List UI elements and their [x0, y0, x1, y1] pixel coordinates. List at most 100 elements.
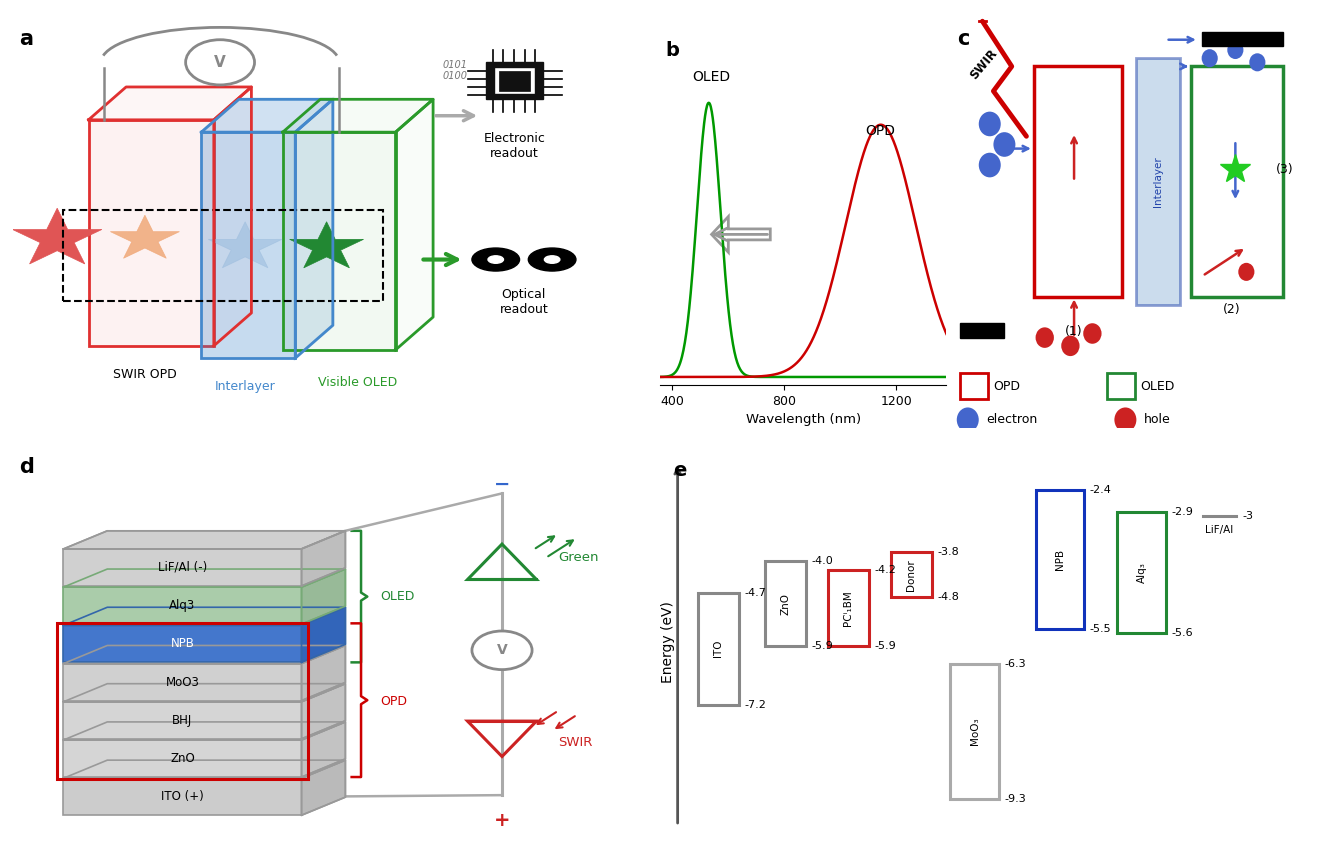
Circle shape [978, 152, 1001, 177]
Circle shape [185, 39, 255, 85]
Ellipse shape [528, 248, 576, 271]
Bar [499, 70, 531, 91]
Text: V: V [215, 55, 227, 70]
Ellipse shape [472, 248, 520, 271]
Text: -2.4: -2.4 [1090, 484, 1112, 495]
Text: OPD: OPD [380, 695, 407, 708]
Text: Interlayer: Interlayer [215, 380, 276, 394]
Polygon shape [208, 222, 283, 268]
Text: -6.3: -6.3 [1005, 659, 1026, 669]
Ellipse shape [544, 256, 560, 264]
Bar [890, 552, 932, 597]
Polygon shape [301, 531, 345, 586]
Circle shape [1084, 324, 1101, 344]
Text: -5.9: -5.9 [874, 641, 897, 651]
Polygon shape [64, 684, 345, 702]
Polygon shape [201, 132, 295, 358]
Text: Optical
readout: Optical readout [500, 288, 548, 317]
Text: d: d [20, 457, 35, 477]
Text: Interlayer: Interlayer [1153, 156, 1164, 207]
Text: BHJ: BHJ [172, 714, 192, 727]
Polygon shape [12, 208, 101, 264]
Text: OLED: OLED [380, 590, 415, 603]
Text: ZnO: ZnO [171, 752, 195, 765]
Text: a: a [20, 29, 33, 50]
Circle shape [993, 132, 1016, 157]
Bar [1192, 67, 1282, 296]
Polygon shape [301, 722, 345, 777]
Bar [487, 62, 543, 99]
Text: Donor: Donor [906, 559, 917, 591]
Text: -3.8: -3.8 [938, 547, 960, 557]
Text: −: − [493, 474, 511, 493]
Bar [493, 68, 536, 94]
Bar [64, 549, 301, 586]
Polygon shape [295, 99, 333, 358]
Text: e: e [673, 461, 686, 480]
Text: Green: Green [559, 551, 599, 564]
Text: SWIR: SWIR [559, 736, 593, 749]
Polygon shape [201, 99, 333, 132]
Polygon shape [301, 645, 345, 700]
Circle shape [1228, 41, 1244, 59]
Bar [64, 740, 301, 777]
Text: electron: electron [986, 413, 1037, 426]
Text: -4.7: -4.7 [745, 588, 766, 597]
Text: hole: hole [1144, 413, 1170, 426]
Circle shape [1249, 53, 1265, 71]
Polygon shape [301, 569, 345, 624]
Text: OPD: OPD [865, 124, 896, 139]
Bar [283, 132, 396, 350]
Polygon shape [64, 760, 345, 778]
Bar [1136, 58, 1181, 305]
Bar [64, 778, 301, 815]
Bar [950, 664, 998, 799]
Polygon shape [64, 722, 345, 740]
Text: ITO (+): ITO (+) [161, 790, 204, 803]
Bar [64, 663, 301, 700]
Text: -4.0: -4.0 [812, 556, 833, 567]
Bar [960, 372, 988, 399]
Polygon shape [111, 215, 180, 259]
Circle shape [1061, 336, 1080, 356]
Text: -7.2: -7.2 [745, 699, 766, 710]
Text: -4.8: -4.8 [938, 592, 960, 602]
Bar [1202, 32, 1282, 46]
Text: Energy (eV): Energy (eV) [661, 601, 674, 683]
Text: -5.5: -5.5 [1090, 623, 1112, 633]
Polygon shape [64, 531, 345, 549]
Text: -5.9: -5.9 [812, 641, 833, 651]
Text: -5.6: -5.6 [1172, 628, 1193, 638]
Bar [57, 623, 308, 779]
Text: (1): (1) [1065, 325, 1082, 338]
Circle shape [957, 407, 978, 432]
Bar [765, 562, 805, 646]
Text: ZnO: ZnO [780, 593, 790, 615]
Circle shape [1114, 407, 1136, 432]
Bar [64, 626, 301, 663]
Text: (2): (2) [1222, 303, 1241, 316]
Text: NPB: NPB [171, 638, 195, 651]
Text: Alq₃: Alq₃ [1137, 562, 1146, 583]
Polygon shape [301, 607, 345, 663]
Polygon shape [289, 222, 364, 268]
Bar [1106, 372, 1134, 399]
Polygon shape [64, 645, 345, 663]
Bar [283, 132, 396, 350]
Bar [960, 324, 1005, 337]
Text: V: V [497, 644, 508, 657]
Text: SWIR: SWIR [968, 46, 1000, 82]
Circle shape [1036, 327, 1054, 348]
Text: -3: -3 [1242, 511, 1253, 521]
Text: -2.9: -2.9 [1172, 507, 1193, 517]
Text: MoO3: MoO3 [165, 675, 200, 688]
Text: +: + [493, 811, 511, 830]
Text: 0101
0100: 0101 0100 [443, 60, 468, 81]
Circle shape [1238, 263, 1254, 281]
Circle shape [472, 631, 532, 669]
Text: c: c [957, 29, 969, 50]
Polygon shape [64, 569, 345, 587]
Bar [64, 702, 301, 739]
Text: OPD: OPD [993, 380, 1021, 394]
Text: OLED: OLED [693, 69, 730, 84]
